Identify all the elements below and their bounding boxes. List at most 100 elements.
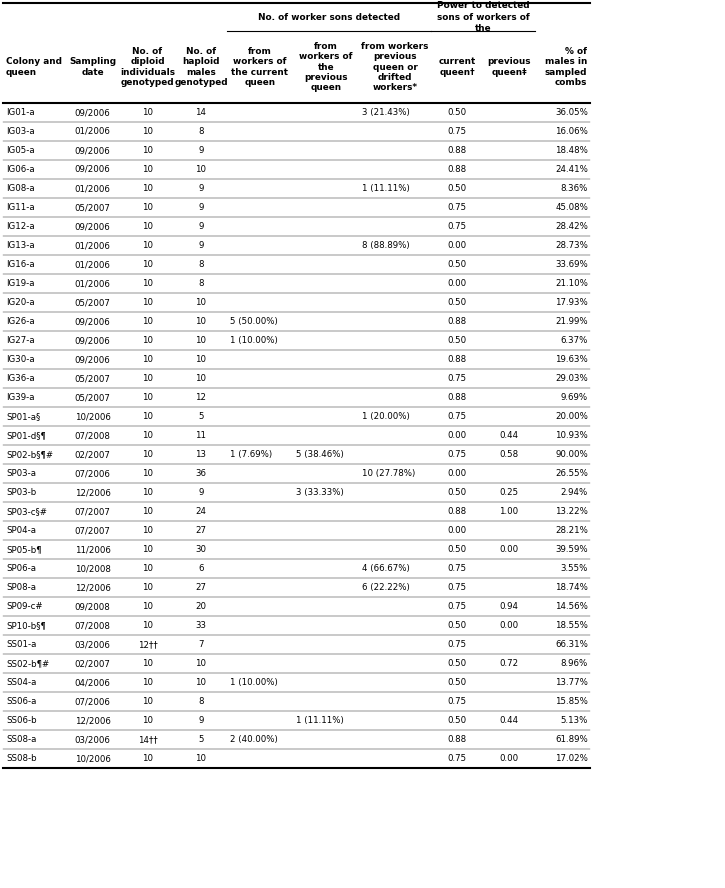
Text: 10: 10 [142,184,153,193]
Text: 9: 9 [199,146,204,155]
Text: 09/2006: 09/2006 [75,336,110,345]
Text: 2.94%: 2.94% [560,488,588,497]
Text: 12/2006: 12/2006 [75,716,110,725]
Text: 13.22%: 13.22% [555,507,588,516]
Text: 13: 13 [196,450,207,459]
Text: 0.94: 0.94 [500,602,518,611]
Text: No. of
diploid
individuals
genotyped: No. of diploid individuals genotyped [120,47,175,87]
Text: 20.00%: 20.00% [555,412,588,421]
Text: 3.55%: 3.55% [560,564,588,573]
Text: 9.69%: 9.69% [561,393,588,402]
Text: 45.08%: 45.08% [555,203,588,212]
Text: 10: 10 [196,355,207,364]
Text: 1 (10.00%): 1 (10.00%) [230,336,278,345]
Text: current
queen†: current queen† [439,58,476,76]
Text: IG20-a: IG20-a [6,298,35,307]
Text: 28.42%: 28.42% [555,222,588,231]
Text: 0.50: 0.50 [447,659,467,668]
Text: SP01-a§: SP01-a§ [6,412,41,421]
Text: IG39-a: IG39-a [6,393,35,402]
Text: SS02-b¶#: SS02-b¶# [6,659,49,668]
Text: 10: 10 [142,507,153,516]
Text: 10: 10 [142,564,153,573]
Text: SP08-a: SP08-a [6,583,36,592]
Text: 10: 10 [142,146,153,155]
Text: SP02-b§¶#: SP02-b§¶# [6,450,53,459]
Text: 0.50: 0.50 [447,298,467,307]
Text: 18.55%: 18.55% [555,621,588,630]
Text: 01/2006: 01/2006 [75,241,110,250]
Text: 36: 36 [196,469,207,478]
Text: 10 (27.78%): 10 (27.78%) [362,469,415,478]
Text: 1 (11.11%): 1 (11.11%) [362,184,410,193]
Text: 9: 9 [199,241,204,250]
Text: 10: 10 [196,298,207,307]
Text: SS06-a: SS06-a [6,697,36,706]
Text: 30: 30 [196,545,207,554]
Text: 10: 10 [142,659,153,668]
Text: 10: 10 [142,165,153,174]
Text: SP10-b§¶: SP10-b§¶ [6,621,46,630]
Text: 33.69%: 33.69% [555,260,588,269]
Text: IG30-a: IG30-a [6,355,35,364]
Text: 6.37%: 6.37% [560,336,588,345]
Text: 02/2007: 02/2007 [75,659,110,668]
Text: 0.88: 0.88 [447,317,467,326]
Text: 5 (38.46%): 5 (38.46%) [296,450,344,459]
Text: 39.59%: 39.59% [555,545,588,554]
Text: 0.50: 0.50 [447,545,467,554]
Text: 8.36%: 8.36% [560,184,588,193]
Text: previous
queen‡: previous queen‡ [487,58,531,76]
Text: 07/2006: 07/2006 [75,697,110,706]
Text: % of
males in
sampled
combs: % of males in sampled combs [544,47,587,87]
Text: from
workers of
the
previous
queen: from workers of the previous queen [299,42,353,92]
Text: 1 (10.00%): 1 (10.00%) [230,678,278,687]
Text: 0.75: 0.75 [447,754,467,763]
Text: 10: 10 [142,355,153,364]
Text: SS08-a: SS08-a [6,735,36,744]
Text: 24: 24 [196,507,207,516]
Text: 21.99%: 21.99% [555,317,588,326]
Text: 10: 10 [142,412,153,421]
Text: SP01-d§¶: SP01-d§¶ [6,431,46,440]
Text: 0.25: 0.25 [500,488,518,497]
Text: 33: 33 [196,621,207,630]
Text: 0.50: 0.50 [447,621,467,630]
Text: 10: 10 [142,469,153,478]
Text: Power to detected
sons of workers of
the: Power to detected sons of workers of the [436,2,529,33]
Text: 14††: 14†† [138,735,157,744]
Text: 10: 10 [196,336,207,345]
Text: IG05-a: IG05-a [6,146,35,155]
Text: 9: 9 [199,203,204,212]
Text: 0.44: 0.44 [500,431,518,440]
Text: 10/2006: 10/2006 [75,412,110,421]
Text: 10: 10 [196,165,207,174]
Text: 29.03%: 29.03% [555,374,588,383]
Text: 0.75: 0.75 [447,564,467,573]
Text: 09/2006: 09/2006 [75,317,110,326]
Text: 12/2006: 12/2006 [75,583,110,592]
Text: 10: 10 [142,450,153,459]
Text: 05/2007: 05/2007 [75,393,110,402]
Text: 21.10%: 21.10% [555,279,588,288]
Text: 5 (50.00%): 5 (50.00%) [230,317,278,326]
Text: No. of worker sons detected: No. of worker sons detected [258,12,400,21]
Text: No. of
haploid
males
genotyped: No. of haploid males genotyped [174,47,228,87]
Text: 10: 10 [142,393,153,402]
Text: 09/2006: 09/2006 [75,165,110,174]
Text: 0.50: 0.50 [447,184,467,193]
Text: 14: 14 [196,108,207,117]
Text: 0.50: 0.50 [447,488,467,497]
Text: 0.88: 0.88 [447,507,467,516]
Text: 8: 8 [198,260,204,269]
Text: 10: 10 [142,621,153,630]
Text: 8 (88.89%): 8 (88.89%) [362,241,410,250]
Text: SS06-b: SS06-b [6,716,37,725]
Text: 5: 5 [198,412,204,421]
Text: 10: 10 [142,317,153,326]
Text: 0.50: 0.50 [447,678,467,687]
Text: 6 (22.22%): 6 (22.22%) [362,583,410,592]
Text: 10: 10 [142,602,153,611]
Text: 10: 10 [142,260,153,269]
Text: 0.00: 0.00 [447,469,467,478]
